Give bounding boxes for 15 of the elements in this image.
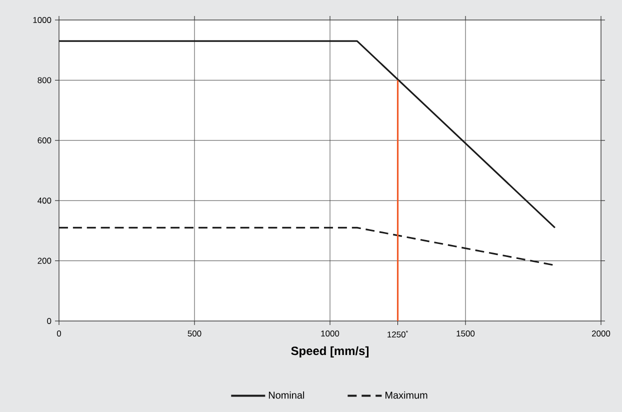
x-tick-label: 500 (188, 330, 202, 337)
y-tick-label: 600 (38, 137, 52, 144)
y-tick-label: 200 (38, 258, 52, 264)
y-tick-label: 1000 (33, 17, 52, 23)
legend-label: Maximum (386, 391, 428, 399)
x-tick-label: 1500 (456, 330, 475, 337)
y-tick-label: 800 (38, 77, 52, 84)
y-tick-label: 0 (47, 318, 52, 324)
x-tick-label: 2000 (592, 330, 610, 337)
y-tick-label: 400 (38, 198, 52, 204)
x-tick-label: 0 (56, 330, 62, 337)
legend-label: Nominal (268, 391, 304, 399)
x-tick-label: 1250$^{*}$ (388, 330, 408, 338)
x-axis-title: Speed [mm/s] (291, 346, 369, 358)
x-tick-label: 1000 (321, 330, 340, 337)
